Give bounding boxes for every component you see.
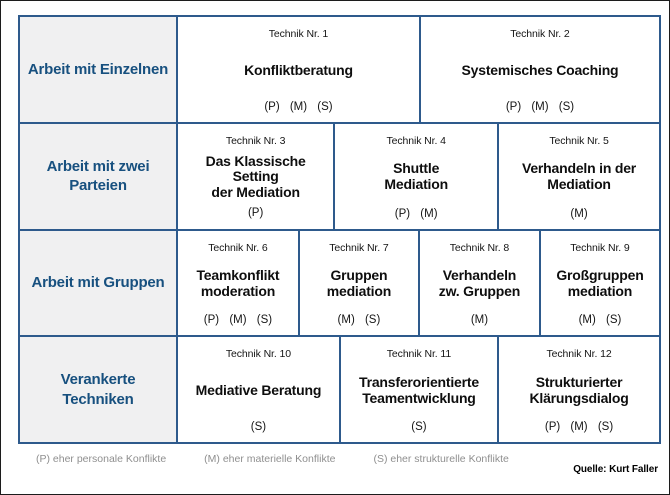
tech-name: Strukturierter Klärungsdialog — [529, 373, 629, 406]
tech-name: Großgruppen mediation — [556, 267, 644, 299]
tech-name: Das Klassische Setting der Mediation — [205, 152, 306, 200]
tech-number: Technik Nr. 2 — [510, 28, 570, 40]
tech-cell-1: Technik Nr. 1 Konfliktberatung (P) (M) (… — [178, 17, 421, 122]
tech-codes: (S) — [250, 420, 267, 433]
tech-number: Technik Nr. 4 — [386, 134, 446, 147]
tech-number: Technik Nr. 12 — [546, 348, 612, 361]
legend-item-s: (S) eher strukturelle Konflikte — [373, 453, 509, 465]
tech-name: Teamkonflikt moderation — [196, 267, 280, 299]
tech-number: Technik Nr. 8 — [449, 241, 510, 254]
row-arbeit-mit-einzelnen: Arbeit mit Einzelnen Technik Nr. 1 Konfl… — [20, 17, 659, 124]
tech-name: Transferorientierte Teamentwicklung — [359, 373, 479, 406]
tech-name: Mediative Beratung — [195, 381, 322, 398]
tech-number: Technik Nr. 1 — [268, 28, 329, 40]
tech-codes: (P) (M) — [394, 207, 438, 220]
tech-codes: (S) — [411, 421, 427, 433]
tech-codes: (P) (M) (S) — [544, 421, 614, 433]
tech-cell-7: Technik Nr. 7 Gruppen mediation (M) (S) — [299, 230, 420, 336]
tech-number: Technik Nr. 6 — [208, 241, 268, 254]
row-verankerte-techniken: Verankerte Techniken Technik Nr. 10 Medi… — [20, 337, 659, 442]
tech-number: Technik Nr. 10 — [225, 348, 291, 361]
row-arbeit-mit-zwei-parteien: Arbeit mit zwei Parteien Technik Nr. 3 D… — [20, 123, 659, 231]
tech-codes: (P) — [247, 207, 264, 220]
legend-item-p: (P) eher personale Konflikte — [36, 453, 167, 465]
tech-number: Technik Nr. 11 — [386, 348, 452, 361]
tech-cell-2: Technik Nr. 2 Systemisches Coaching (P) … — [420, 17, 659, 122]
tech-number: Technik Nr. 7 — [329, 241, 389, 254]
row-arbeit-mit-gruppen: Arbeit mit Gruppen Technik Nr. 6 Teamkon… — [20, 230, 659, 338]
tech-name: Konfliktberatung — [244, 61, 353, 78]
tech-codes: (M) (S) — [578, 314, 622, 327]
tech-name: Systemisches Coaching — [461, 61, 619, 78]
tech-codes: (P) (M) (S) — [203, 314, 273, 327]
tech-codes: (P) (M) (S) — [264, 100, 333, 113]
tech-number: Technik Nr. 3 — [225, 134, 286, 147]
tech-cell-12: Technik Nr. 12 Strukturierter Klärungsdi… — [499, 337, 659, 442]
tech-codes: (P) (M) (S) — [505, 100, 575, 113]
tech-codes: (M) — [470, 314, 489, 327]
tech-number: Technik Nr. 5 — [549, 134, 609, 147]
techniques-matrix: Arbeit mit Einzelnen Technik Nr. 1 Konfl… — [18, 15, 661, 444]
tech-name: Gruppen mediation — [326, 267, 392, 299]
tech-name: Verhandeln in der Mediation — [521, 160, 637, 193]
tech-cell-3: Technik Nr. 3 Das Klassische Setting der… — [178, 123, 336, 229]
tech-cell-11: Technik Nr. 11 Transferorientierte Teame… — [340, 337, 500, 442]
category-label: Arbeit mit Gruppen — [20, 230, 178, 336]
category-label: Arbeit mit Einzelnen — [20, 17, 178, 122]
tech-cell-5: Technik Nr. 5 Verhandeln in der Mediatio… — [499, 123, 659, 229]
tech-cell-4: Technik Nr. 4 Shuttle Mediation (P) (M) — [335, 123, 500, 229]
tech-name: Verhandeln zw. Gruppen — [438, 267, 521, 299]
tech-codes: (M) (S) — [337, 314, 381, 327]
source-credit: Quelle: Kurt Faller — [573, 464, 658, 475]
tech-cell-6: Technik Nr. 6 Teamkonflikt moderation (P… — [178, 230, 300, 336]
codes-legend: (P) eher personale Konflikte (M) eher ma… — [36, 453, 509, 465]
tech-name: Shuttle Mediation — [384, 160, 448, 193]
category-label: Arbeit mit zwei Parteien — [20, 123, 178, 229]
legend-item-m: (M) eher materielle Konflikte — [204, 453, 336, 465]
tech-cell-9: Technik Nr. 9 Großgruppen mediation (M) … — [540, 230, 659, 336]
tech-cell-8: Technik Nr. 8 Verhandeln zw. Gruppen (M) — [419, 230, 541, 336]
tech-number: Technik Nr. 9 — [570, 241, 630, 254]
tech-codes: (M) — [570, 207, 588, 220]
tech-cell-10: Technik Nr. 10 Mediative Beratung (S) — [178, 337, 341, 442]
category-label: Verankerte Techniken — [20, 337, 178, 442]
